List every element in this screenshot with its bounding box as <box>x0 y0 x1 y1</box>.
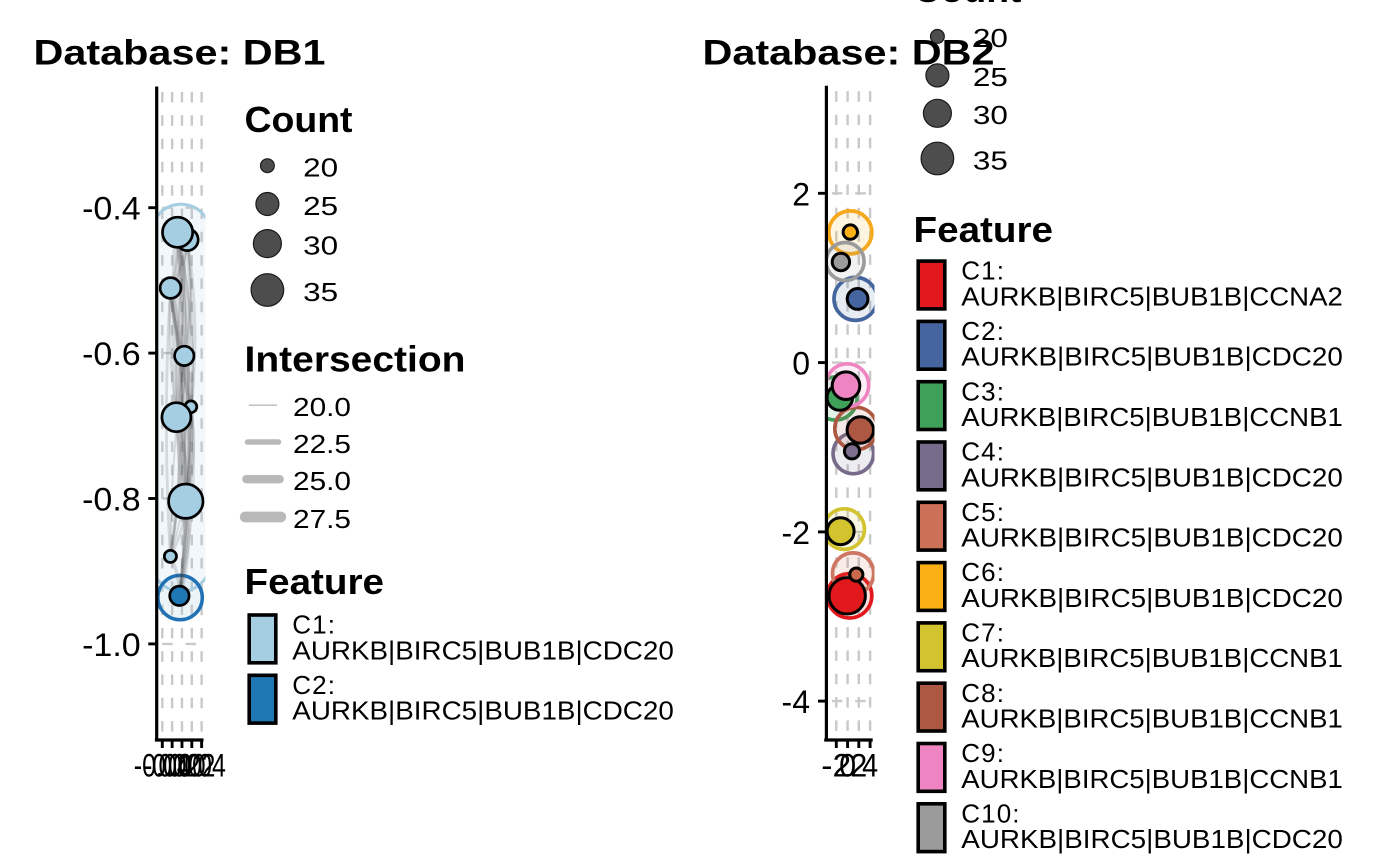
svg-text:-4: -4 <box>782 684 810 720</box>
svg-text:Count: Count <box>245 99 353 140</box>
svg-text:C10:: C10: <box>961 798 1020 828</box>
svg-text:-2: -2 <box>821 748 851 784</box>
svg-text:Intersection: Intersection <box>245 339 466 380</box>
svg-text:AURKB|BIRC5|BUB1B|CDC20: AURKB|BIRC5|BUB1B|CDC20 <box>961 342 1342 372</box>
svg-text:AURKB|BIRC5|BUB1B|CCNB1: AURKB|BIRC5|BUB1B|CCNB1 <box>961 764 1343 794</box>
svg-text:Database: DB2: Database: DB2 <box>703 34 995 73</box>
svg-text:-0.4: -0.4 <box>82 191 141 227</box>
svg-text:C7:: C7: <box>961 618 1005 648</box>
svg-text:20.0: 20.0 <box>293 392 351 422</box>
svg-text:AURKB|BIRC5|BUB1B|CCNB1: AURKB|BIRC5|BUB1B|CCNB1 <box>961 643 1343 673</box>
svg-text:2: 2 <box>792 176 810 212</box>
svg-text:35: 35 <box>973 145 1008 175</box>
svg-text:0.00: 0.00 <box>159 748 206 784</box>
svg-text:C6:: C6: <box>961 557 1005 587</box>
svg-text:25: 25 <box>303 191 338 221</box>
svg-text:AURKB|BIRC5|BUB1B|CDC20: AURKB|BIRC5|BUB1B|CDC20 <box>961 583 1342 613</box>
svg-text:25: 25 <box>973 62 1008 92</box>
svg-text:C8:: C8: <box>961 678 1005 708</box>
svg-text:C2:: C2: <box>292 670 336 700</box>
svg-text:-0.02: -0.02 <box>144 748 200 784</box>
svg-text:30: 30 <box>303 230 338 260</box>
svg-text:AURKB|BIRC5|BUB1B|CDC20: AURKB|BIRC5|BUB1B|CDC20 <box>292 635 673 665</box>
svg-text:-0.8: -0.8 <box>82 482 141 518</box>
svg-text:-0.04: -0.04 <box>134 748 191 784</box>
svg-text:Feature: Feature <box>245 561 385 602</box>
svg-text:C5:: C5: <box>961 497 1005 527</box>
svg-text:30: 30 <box>973 100 1008 130</box>
svg-text:AURKB|BIRC5|BUB1B|CDC20: AURKB|BIRC5|BUB1B|CDC20 <box>961 462 1342 492</box>
svg-text:C3:: C3: <box>961 376 1005 406</box>
svg-text:C1:: C1: <box>292 610 336 640</box>
svg-text:20: 20 <box>973 23 1008 53</box>
svg-text:-0.6: -0.6 <box>82 336 141 372</box>
svg-text:Feature: Feature <box>914 209 1054 250</box>
svg-text:Database: DB1: Database: DB1 <box>34 34 326 73</box>
svg-text:AURKB|BIRC5|BUB1B|CDC20: AURKB|BIRC5|BUB1B|CDC20 <box>292 696 673 726</box>
svg-text:-2: -2 <box>782 515 810 551</box>
svg-text:0.04: 0.04 <box>177 748 226 784</box>
svg-text:0.02: 0.02 <box>168 748 215 784</box>
svg-text:C4:: C4: <box>961 437 1005 467</box>
svg-text:AURKB|BIRC5|BUB1B|CDC20: AURKB|BIRC5|BUB1B|CDC20 <box>961 824 1342 854</box>
svg-text:Count: Count <box>914 0 1022 10</box>
svg-text:AURKB|BIRC5|BUB1B|CDC20: AURKB|BIRC5|BUB1B|CDC20 <box>961 523 1342 553</box>
svg-text:27.5: 27.5 <box>293 504 351 534</box>
svg-text:C1:: C1: <box>961 256 1005 286</box>
svg-text:4: 4 <box>862 748 878 784</box>
svg-text:C9:: C9: <box>961 738 1005 768</box>
svg-text:-1.0: -1.0 <box>82 627 141 663</box>
svg-text:0: 0 <box>839 748 856 784</box>
svg-text:35: 35 <box>303 277 338 307</box>
svg-text:AURKB|BIRC5|BUB1B|CCNA2: AURKB|BIRC5|BUB1B|CCNA2 <box>961 281 1343 311</box>
svg-text:20: 20 <box>303 153 338 183</box>
svg-text:2: 2 <box>850 748 867 784</box>
svg-text:AURKB|BIRC5|BUB1B|CCNB1: AURKB|BIRC5|BUB1B|CCNB1 <box>961 402 1343 432</box>
svg-text:C2:: C2: <box>961 316 1005 346</box>
svg-text:AURKB|BIRC5|BUB1B|CCNB1: AURKB|BIRC5|BUB1B|CCNB1 <box>961 704 1343 734</box>
svg-text:25.0: 25.0 <box>293 466 351 496</box>
svg-text:22.5: 22.5 <box>293 429 351 459</box>
svg-text:0: 0 <box>792 346 810 382</box>
